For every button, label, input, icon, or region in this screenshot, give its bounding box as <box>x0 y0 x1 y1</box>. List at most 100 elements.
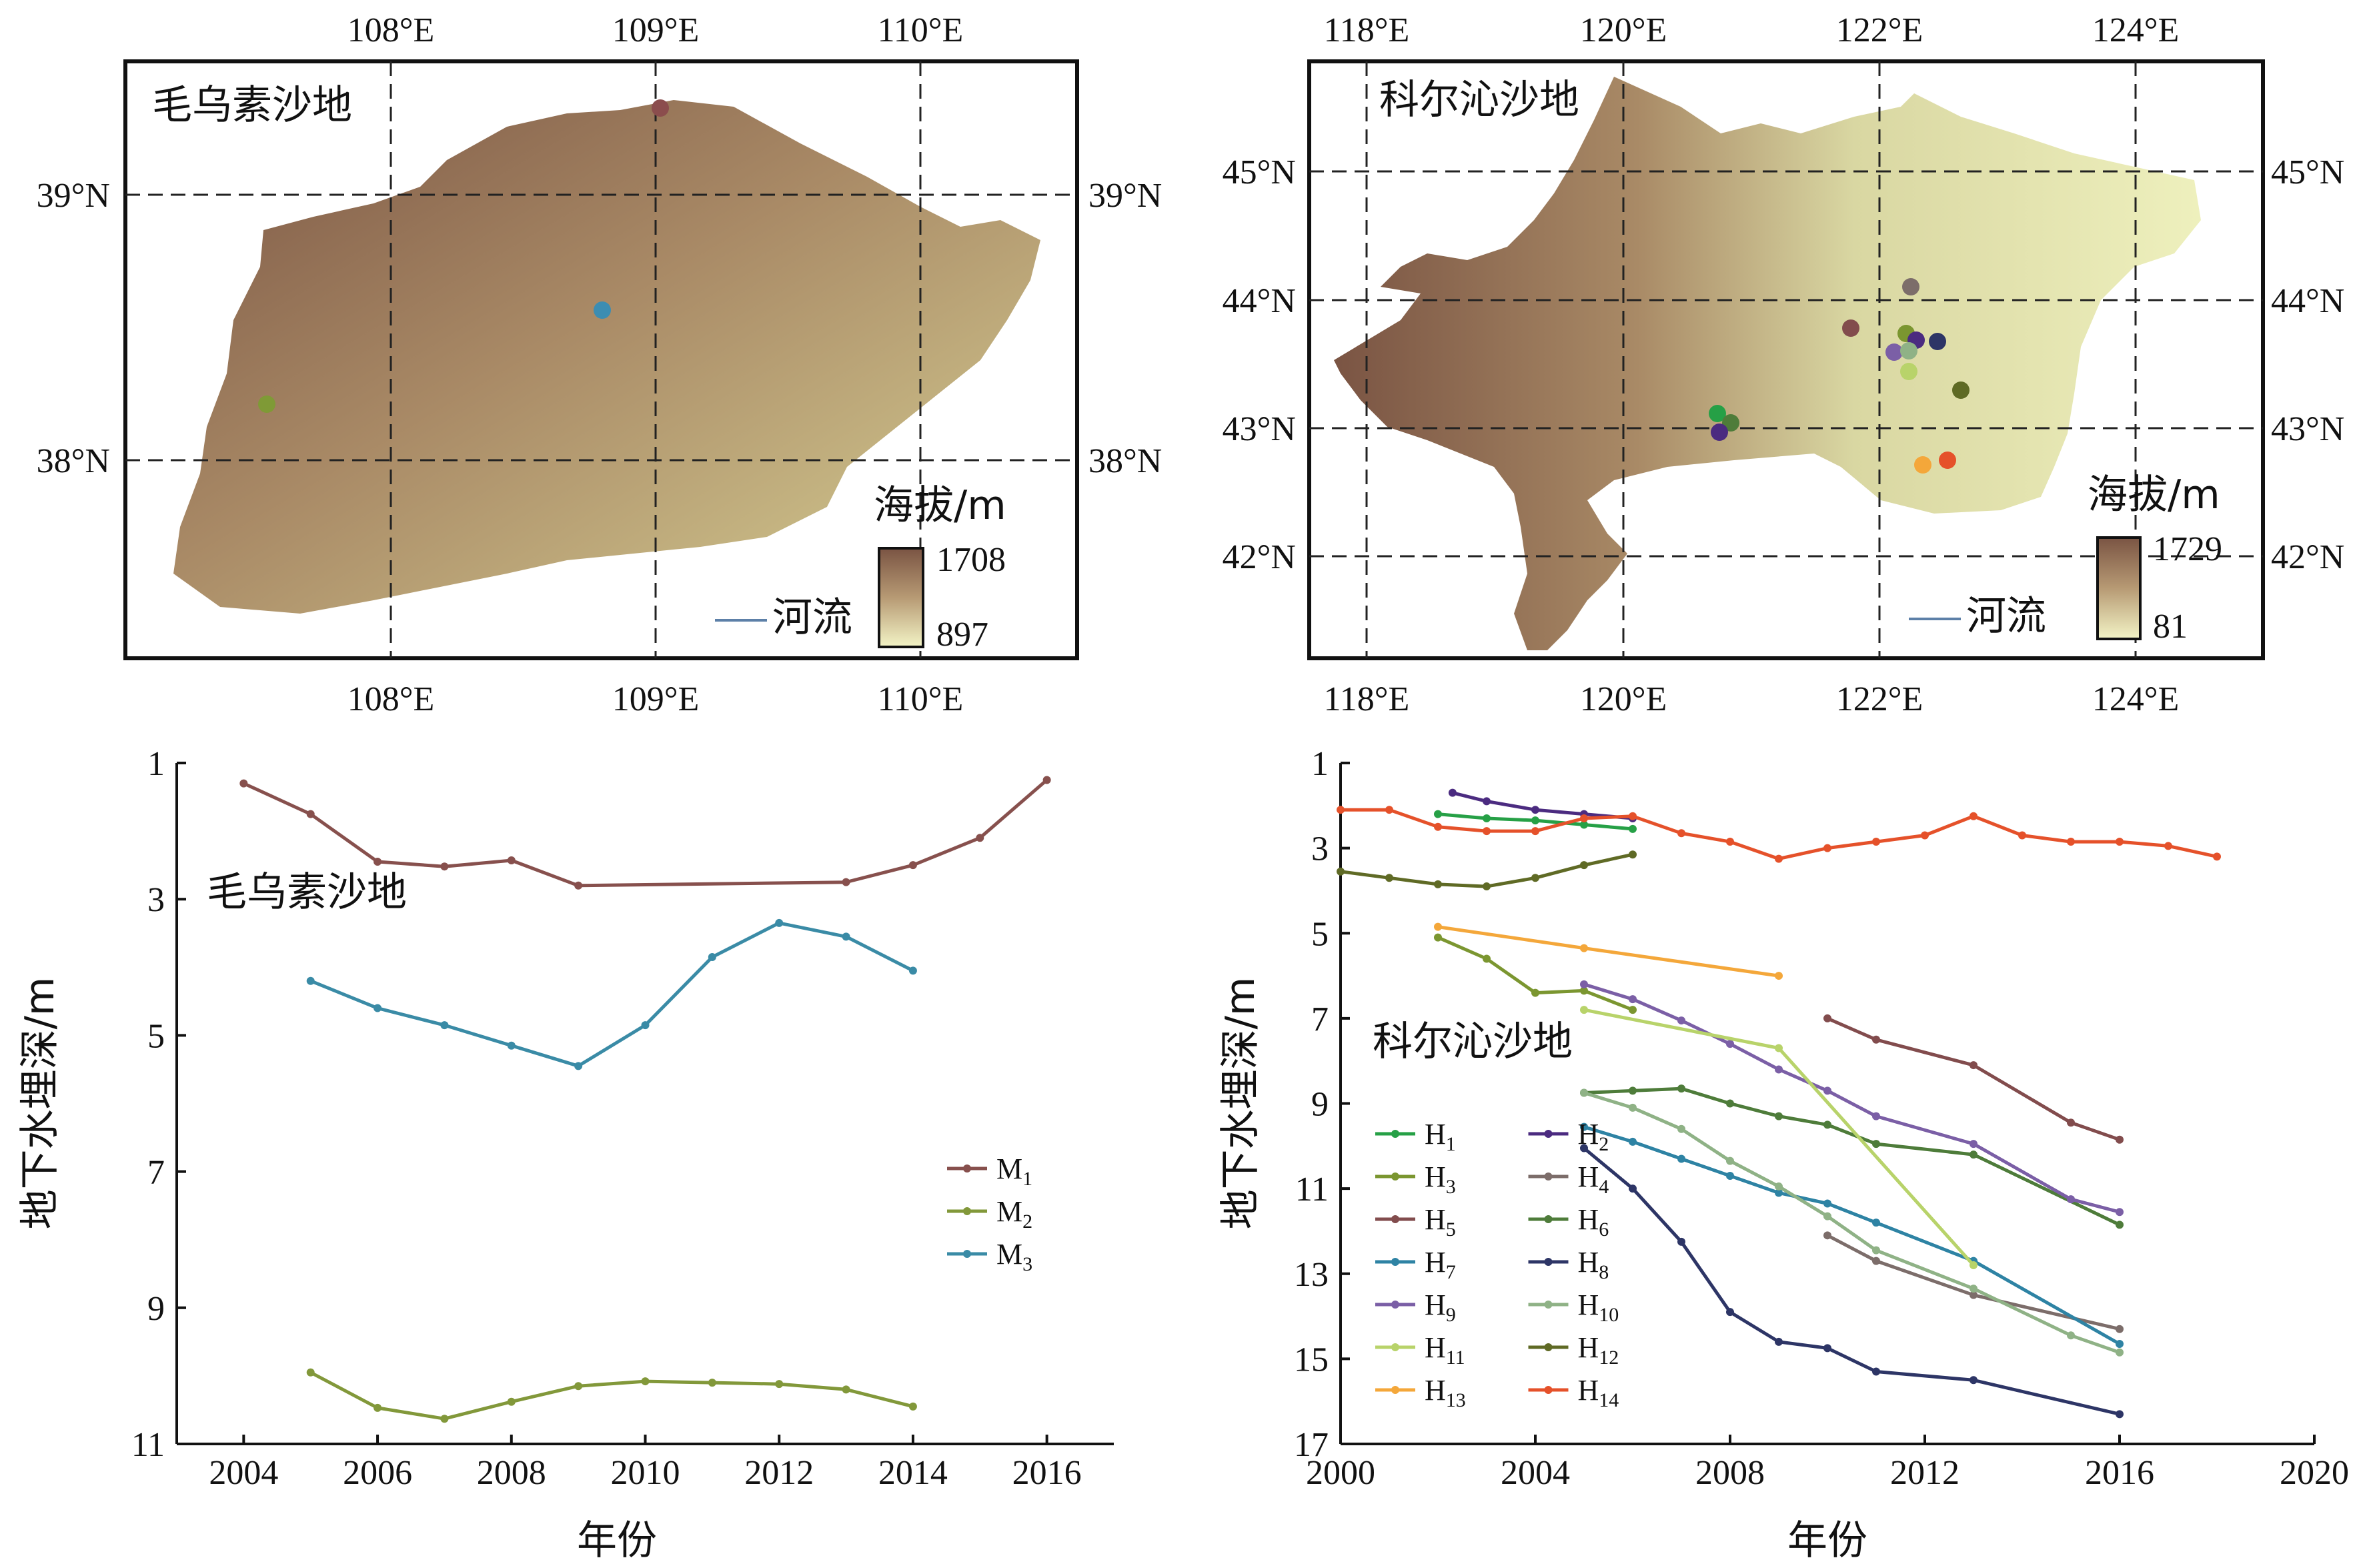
data-point-m1 <box>373 858 382 866</box>
data-point-h14 <box>2018 831 2026 840</box>
data-point-h12 <box>1629 850 1637 859</box>
data-point-h12 <box>1434 880 1442 888</box>
legend-marker <box>1391 1301 1399 1309</box>
data-point-m1 <box>908 861 917 870</box>
data-point-h14 <box>1726 838 1734 846</box>
data-point-h10 <box>1677 1124 1685 1133</box>
data-point-h3 <box>1580 986 1588 995</box>
data-point-h1 <box>1531 816 1539 825</box>
data-point-h10 <box>1629 1103 1637 1112</box>
x-tick-label: 2016 <box>2085 1454 2154 1492</box>
x-tick-label: 2004 <box>1501 1454 1570 1492</box>
data-point-h7 <box>1726 1171 1734 1180</box>
data-point-h10 <box>1823 1212 1831 1221</box>
map-x-tick-top: 110°E <box>878 11 964 49</box>
data-point-h6 <box>1872 1140 1880 1148</box>
data-point-m1 <box>842 878 850 886</box>
y-tick-label: 3 <box>147 881 165 919</box>
elevation-min: 897 <box>936 616 988 654</box>
map-horqin: 科尔沁沙地 118°E 120°E 122°E 124°E 118°E 120°… <box>1223 11 2345 718</box>
data-point-m2 <box>842 1385 850 1394</box>
data-point-h12 <box>1580 861 1588 870</box>
data-point-h10 <box>1775 1182 1783 1191</box>
data-point-h14 <box>1531 827 1539 836</box>
data-point-h12 <box>1531 874 1539 882</box>
map-x-tick-top: 118°E <box>1324 11 1410 49</box>
data-point-h14 <box>1385 806 1393 814</box>
data-point-h5 <box>1872 1035 1880 1044</box>
data-point-h2 <box>1448 788 1457 797</box>
data-point-h14 <box>1629 812 1637 820</box>
data-point-h8 <box>1726 1308 1734 1317</box>
map-y-tick-left: 39°N <box>37 177 110 215</box>
elevation-colorbar <box>878 547 924 648</box>
data-point-h12 <box>1483 882 1491 891</box>
map-y-tick-left: 42°N <box>1223 538 1296 576</box>
data-point-h6 <box>1970 1150 1978 1159</box>
data-point-m2 <box>574 1382 583 1391</box>
y-tick-label: 7 <box>147 1154 165 1192</box>
site-marker-m3 <box>594 301 611 319</box>
data-point-h9 <box>2067 1195 2075 1204</box>
legend-marker <box>1544 1386 1553 1394</box>
data-point-h10 <box>2116 1348 2124 1357</box>
data-point-h10 <box>1970 1285 1978 1293</box>
y-tick-label: 11 <box>1295 1170 1329 1209</box>
data-point-h9 <box>2116 1208 2124 1217</box>
data-point-m2 <box>775 1380 784 1389</box>
map-x-tick-bottom: 122°E <box>1836 680 1923 718</box>
data-point-m1 <box>306 810 315 818</box>
x-tick-label: 2006 <box>343 1454 412 1492</box>
chart-legend: M1 M2 M3 <box>947 1152 1032 1275</box>
data-point-h14 <box>1677 829 1685 838</box>
map-y-tick-right: 42°N <box>2271 538 2344 576</box>
data-point-h9 <box>1872 1112 1880 1120</box>
data-point-h3 <box>1483 954 1491 963</box>
data-point-h7 <box>1629 1137 1637 1146</box>
legend-marker <box>963 1250 971 1258</box>
chart-ticks: 2004 2006 2008 2010 2012 2014 2016 1 3 5 7 9 11 <box>131 745 1082 1492</box>
data-point-m3 <box>708 952 716 961</box>
series-line-h3 <box>1437 936 1633 1012</box>
map-y-tick-right: 39°N <box>1088 177 1162 215</box>
data-point-h5 <box>2116 1135 2124 1144</box>
data-point-h8 <box>1629 1185 1637 1193</box>
data-point-h8 <box>1580 1144 1588 1152</box>
y-axis-label: 地下水埋深/m <box>17 977 63 1230</box>
x-axis-label: 年份 <box>1787 1517 1867 1564</box>
data-point-h10 <box>2067 1331 2075 1340</box>
elevation-label: 海拔/m <box>2088 472 2220 518</box>
legend-label: H1 <box>1425 1118 1456 1155</box>
y-tick-label: 3 <box>1311 830 1329 868</box>
data-point-h1 <box>1483 814 1491 822</box>
y-tick-label: 9 <box>147 1290 165 1328</box>
data-point-h14 <box>1823 844 1831 852</box>
data-point-h12 <box>1337 867 1345 876</box>
chart-series <box>1337 788 2221 1419</box>
data-point-h1 <box>1580 820 1588 829</box>
data-point-h6 <box>1726 1099 1734 1108</box>
site-marker <box>1939 452 1956 469</box>
legend-marker <box>1391 1172 1399 1181</box>
y-tick-label: 1 <box>1311 745 1329 783</box>
data-point-h13 <box>1580 944 1588 952</box>
map-y-tick-right: 43°N <box>2271 410 2344 448</box>
y-tick-label: 5 <box>1311 915 1329 953</box>
data-point-m3 <box>440 1021 449 1030</box>
chart-title: 毛乌素沙地 <box>207 869 407 916</box>
map-x-tick-top: 108°E <box>347 11 435 49</box>
data-point-h7 <box>1775 1189 1783 1197</box>
data-point-h3 <box>1629 1006 1637 1014</box>
data-point-h14 <box>2213 852 2221 861</box>
map-x-tick-bottom: 110°E <box>878 680 964 718</box>
data-point-h14 <box>2067 838 2075 846</box>
data-point-h9 <box>1629 995 1637 1004</box>
map-mu-us: 毛乌素沙地 108°E 109°E 110°E 108°E 109°E 110°… <box>37 11 1162 718</box>
data-point-h14 <box>2116 838 2124 846</box>
site-marker <box>1709 405 1726 422</box>
y-tick-label: 11 <box>131 1426 165 1464</box>
data-point-h11 <box>1775 1044 1783 1052</box>
data-point-m1 <box>976 834 984 842</box>
data-point-h13 <box>1434 922 1442 931</box>
